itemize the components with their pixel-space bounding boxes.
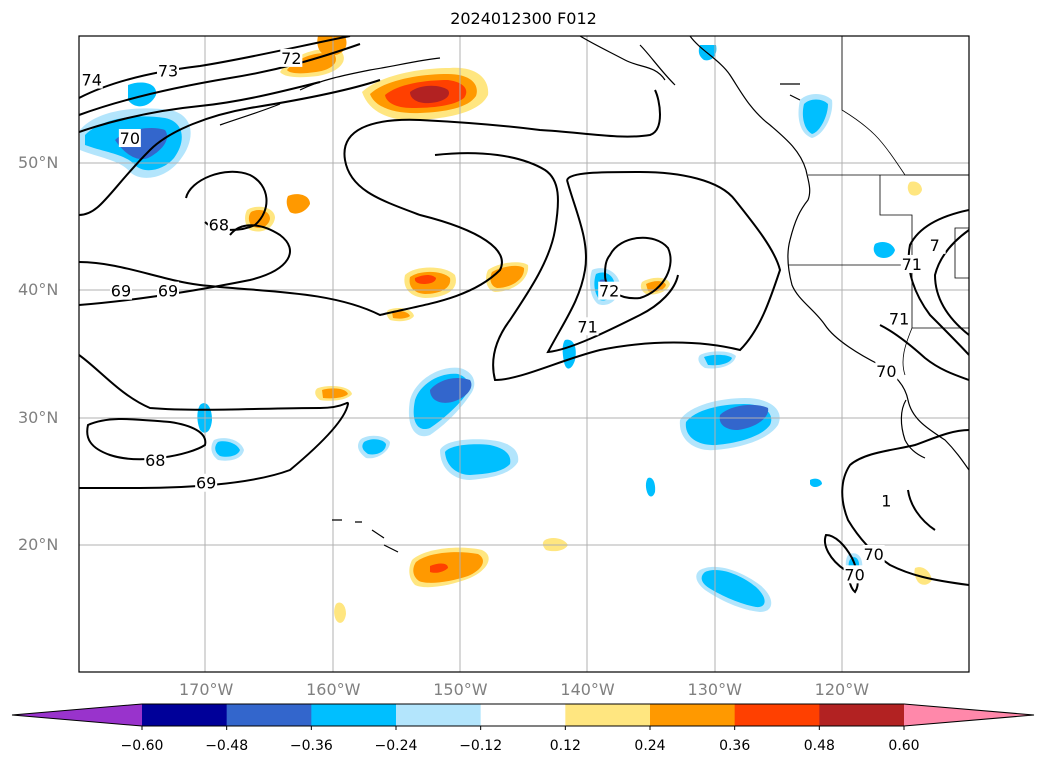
contour-label: 70 — [120, 129, 140, 148]
lon-label: 130°W — [687, 680, 742, 699]
lon-label: 120°W — [814, 680, 870, 699]
contour-label-bg — [875, 361, 898, 380]
contour-label: 70 — [863, 545, 883, 564]
colorbar-tick-label: 0.60 — [888, 738, 920, 754]
colorbar-segment — [142, 704, 228, 726]
lon-label: 170°W — [178, 680, 234, 699]
lon-label: 150°W — [433, 680, 488, 699]
graticule — [79, 36, 969, 672]
colorbar-tick-label: 0.48 — [803, 738, 835, 754]
contour-label-bg — [875, 491, 898, 510]
contour-label: 72 — [599, 282, 619, 301]
contour-label: 69 — [196, 474, 216, 493]
contour-label-bg — [923, 235, 946, 254]
lon-label: 160°W — [306, 680, 361, 699]
colorbar-tick-label: −0.24 — [374, 738, 418, 754]
contour-label: 73 — [158, 62, 178, 81]
colorbar-segment — [226, 704, 312, 726]
colorbar-tick-label: −0.36 — [289, 738, 333, 754]
contour-label: 71 — [577, 317, 597, 336]
contour-label-bg — [207, 215, 230, 234]
contour-label-bg — [843, 565, 866, 584]
political-borders — [788, 36, 969, 376]
contour-label-bg — [118, 129, 141, 148]
contour-label: 7 — [930, 236, 940, 255]
colorbar-extend-high — [904, 704, 1034, 726]
plot-frame — [78, 35, 970, 673]
contour-label: 71 — [889, 310, 909, 329]
colorbar — [11, 703, 1035, 730]
contour-label-bg — [900, 254, 923, 273]
contour-label-bg — [157, 281, 179, 300]
contour-label-bg — [862, 544, 885, 563]
height-contours — [79, 36, 969, 594]
contour-label-bg — [157, 61, 179, 80]
contour-label-bg — [280, 48, 303, 67]
contour-label: 70 — [876, 362, 896, 381]
colorbar-tick-label: −0.48 — [205, 738, 249, 754]
colorbar-segment — [819, 704, 905, 726]
lat-label: 30°N — [18, 407, 59, 427]
contour-label: 68 — [209, 216, 229, 235]
colorbar-segment — [734, 704, 820, 726]
contour-label: 69 — [158, 282, 178, 301]
shaded-anomalies — [80, 36, 932, 623]
colorbar-tick-label: 0.12 — [549, 738, 581, 754]
contour-label-bg — [80, 70, 103, 89]
colorbar-extend-low — [12, 704, 142, 726]
colorbar-segment — [311, 704, 397, 726]
contour-label-bg — [576, 317, 599, 336]
contour-label: 70 — [844, 565, 864, 584]
colorbar-segment — [480, 704, 566, 726]
colorbar-segment — [650, 704, 736, 726]
lon-label: 140°W — [560, 680, 615, 699]
contour-label-bg — [195, 473, 218, 492]
colorbar-tick-label: 0.36 — [719, 738, 751, 754]
colorbar-tick-label: −0.12 — [459, 738, 503, 754]
coastlines — [219, 36, 969, 553]
colorbar-segment — [396, 704, 482, 726]
lat-label: 20°N — [18, 534, 59, 554]
contour-label: 68 — [145, 451, 165, 470]
lat-label: 50°N — [18, 153, 59, 173]
contour-label-bg — [598, 281, 621, 300]
contour-label: 69 — [111, 282, 131, 301]
colorbar-tick-label: 0.24 — [634, 738, 666, 754]
contour-label-bg — [144, 450, 167, 469]
contour-label: 74 — [82, 71, 102, 90]
lat-label: 40°N — [18, 280, 59, 300]
map-title: 2024012300 F012 — [450, 9, 597, 28]
colorbar-tick-label: −0.60 — [120, 738, 164, 754]
contour-label: 1 — [881, 492, 891, 511]
contour-label-bg — [888, 309, 911, 328]
contour-label: 72 — [281, 49, 301, 68]
colorbar-segment — [565, 704, 651, 726]
contour-label-bg — [109, 281, 132, 300]
contour-label: 71 — [902, 255, 922, 274]
